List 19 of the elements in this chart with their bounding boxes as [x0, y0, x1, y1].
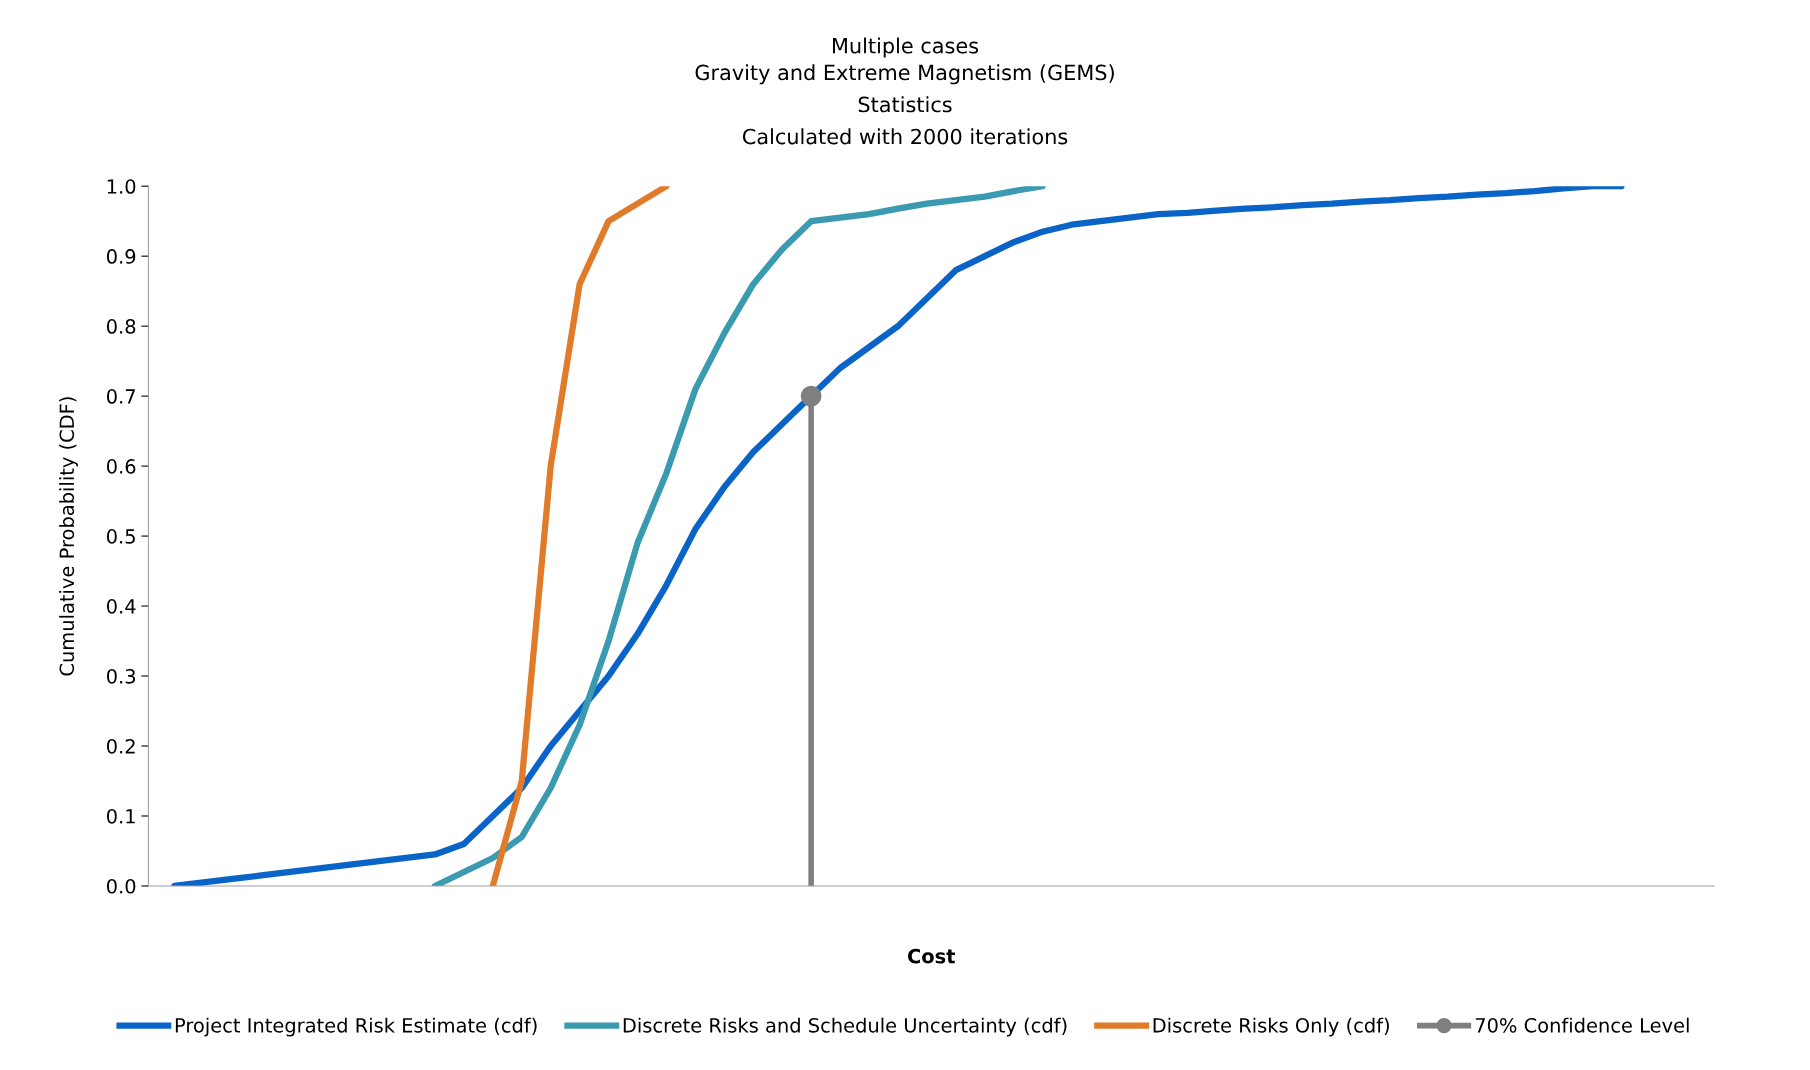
y-tick-label: 1.0: [107, 179, 136, 194]
y-tick-label: 0.5: [106, 529, 135, 544]
y-tick-label: 0.7: [106, 389, 135, 404]
y-tick-label: 0.1: [106, 808, 135, 824]
x-axis-title: Cost: [907, 948, 956, 964]
y-tick-label: 0.9: [106, 249, 136, 264]
legend-label: Project Integrated Risk Estimate (cdf): [175, 1017, 537, 1037]
y-tick-label: 0.6: [106, 459, 136, 474]
chart-subtitle: Gravity and Extreme Magnetism (GEMS) Statistics Calculated with 2000 iterations: [695, 64, 1114, 145]
legend-label: 70% Confidence Level: [1475, 1017, 1689, 1033]
legend-label: Discrete Risks Only (cdf): [1153, 1017, 1389, 1037]
y-axis-title: Cumulative Probability (CDF): [59, 397, 78, 676]
y-tick-label: 0.4: [106, 599, 136, 614]
y-tick-label: 0.2: [106, 738, 135, 754]
y-tick-label: 0.3: [106, 668, 136, 684]
legend-label: Discrete Risks and Schedule Uncertainty (cdf): [623, 1017, 1067, 1037]
y-tick-label: 0.8: [106, 319, 136, 334]
chart-title: Multiple cases: [832, 37, 979, 58]
y-tick-label: 0.0: [106, 878, 136, 894]
